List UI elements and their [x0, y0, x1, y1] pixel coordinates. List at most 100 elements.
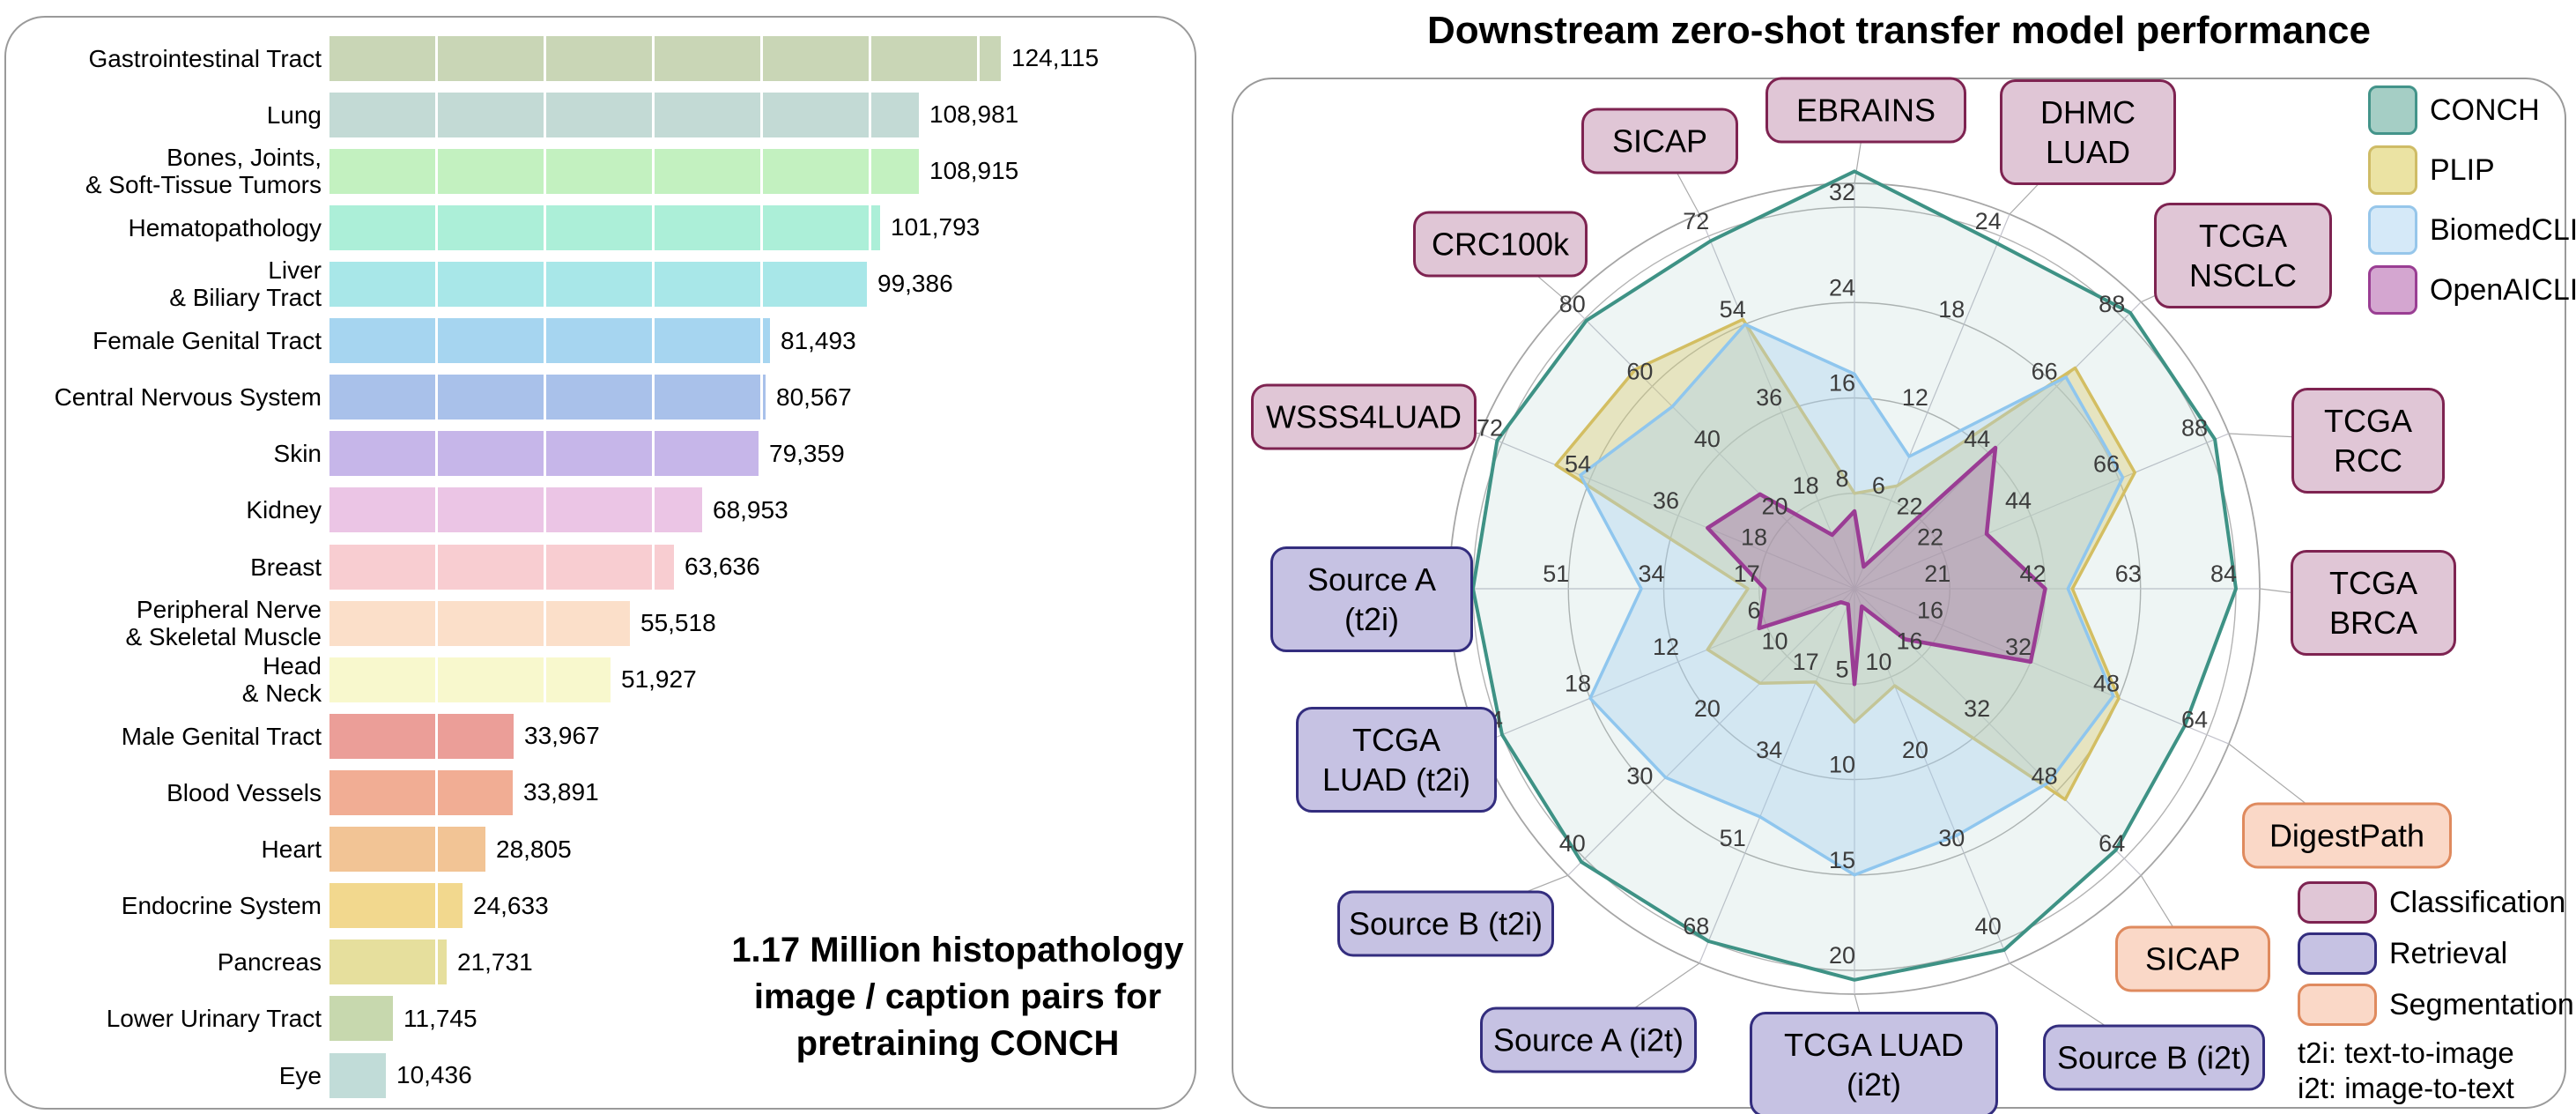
bar-category-label: Pancreas: [6, 948, 329, 976]
model-legend-label: OpenAICLIP: [2430, 272, 2576, 307]
model-legend-label: CONCH: [2430, 93, 2540, 127]
bar-category-label: Heart: [6, 836, 329, 863]
bar-value-label: 21,731: [457, 947, 533, 976]
bar-category-line: Lung: [266, 100, 322, 129]
bar-area: 81,493: [329, 318, 1182, 364]
caption-line-3: pretraining CONCH: [796, 1024, 1120, 1063]
radar-axis-label-crc100k: CRC100k: [1413, 211, 1588, 278]
bar-value-label: 80,567: [776, 382, 852, 411]
bar-area: 28,805: [329, 827, 1182, 873]
task-legend-label: Retrieval: [2389, 936, 2508, 970]
bar-category-label: Skin: [6, 440, 329, 467]
bar-category-label: Lung: [6, 101, 329, 129]
bar-category-line: Blood Vessels: [167, 778, 322, 806]
bar-fill: [329, 261, 867, 307]
task-legend-row: Retrieval: [2298, 932, 2507, 975]
bar-fill: [329, 939, 447, 985]
bar-fill: [329, 883, 463, 929]
bar-value-label: 99,386: [877, 270, 953, 298]
bar-category-line: Central Nervous System: [54, 383, 322, 412]
bar-fill: [329, 996, 393, 1042]
bar-area: 108,915: [329, 148, 1182, 194]
radar-axis-label-tcga-luad-t2i-: TCGA LUAD (t2i): [1296, 707, 1497, 813]
bar-fill: [329, 148, 919, 194]
bar-row: Female Genital Tract 81,493: [6, 313, 1182, 369]
radar-axis-label-tcga-brca: TCGA BRCA: [2291, 550, 2456, 656]
bar-fill: [329, 375, 766, 420]
bar-area: 55,518: [329, 600, 1182, 646]
bar-area: 11,745: [329, 996, 1182, 1042]
bar-category-line: & Soft-Tissue Tumors: [85, 171, 322, 199]
radar-axis-label-dhmc-luad: DHMC LUAD: [2000, 79, 2176, 185]
bar-area: 21,731: [329, 939, 1182, 985]
bar-row: Blood Vessels 33,891: [6, 764, 1182, 821]
bar-value-label: 101,793: [891, 213, 981, 241]
bar-area: 108,981: [329, 92, 1182, 137]
bar-row: Endocrine System 24,633: [6, 878, 1182, 934]
pretraining-data-panel: Gastrointestinal Tract 124,115 Lung 108,981…: [4, 16, 1196, 1110]
bar-row: Breast 63,636: [6, 538, 1182, 595]
bar-value-label: 63,636: [685, 553, 760, 581]
radar-axis-label-source-a-i2t-: Source A (i2t): [1480, 1006, 1697, 1073]
bar-category-line: & Skeletal Muscle: [125, 623, 322, 651]
bar-value-label: 33,891: [523, 778, 599, 806]
bar-category-label: Lower Urinary Tract: [6, 1005, 329, 1032]
model-legend-label: PLIP: [2430, 152, 2495, 187]
bar-row: Head & Neck 51,927: [6, 651, 1182, 708]
bar-category-label: Kidney: [6, 496, 329, 524]
bar-area: 24,633: [329, 883, 1182, 929]
bar-area: 33,891: [329, 769, 1182, 815]
bar-row: Bones, Joints, & Soft-Tissue Tumors 108,91…: [6, 143, 1182, 199]
bar-row: Eye 10,436: [6, 1047, 1182, 1103]
bar-fill: [329, 487, 702, 533]
bar-category-line: Kidney: [246, 496, 322, 524]
caption-line-2: image / caption pairs for: [753, 977, 1162, 1016]
bar-category-label: Female Genital Tract: [6, 327, 329, 354]
bar-category-label: Endocrine System: [6, 892, 329, 919]
radar-axis-label-tcga-nsclc: TCGA NSCLC: [2154, 203, 2332, 308]
bar-area: 79,359: [329, 431, 1182, 477]
model-legend-label: BiomedCLIP: [2430, 212, 2576, 247]
note-i2t: i2t: image-to-text: [2298, 1072, 2514, 1104]
model-legend-row: BiomedCLIP: [2368, 205, 2576, 255]
bar-category-label: Male Genital Tract: [6, 723, 329, 750]
plip-legend-swatch: [2368, 145, 2417, 195]
bar-category-line: Male Genital Tract: [121, 722, 322, 750]
bar-fill: [329, 713, 514, 759]
bar-row: Lung 108,981: [6, 86, 1182, 143]
note-t2i: t2i: text-to-image: [2298, 1036, 2514, 1069]
bar-category-line: Liver: [268, 256, 322, 285]
bar-value-label: 51,927: [621, 665, 697, 694]
bar-row: Kidney 68,953: [6, 482, 1182, 538]
radar-axis-label-sicap: SICAP: [1581, 108, 1738, 175]
bar-row: Skin 79,359: [6, 426, 1182, 482]
bar-category-line: & Biliary Tract: [169, 284, 322, 312]
pretraining-caption: 1.17 Million histopathology image / capt…: [570, 927, 1345, 1067]
bar-value-label: 28,805: [496, 835, 572, 863]
biomedclip-legend-swatch: [2368, 205, 2417, 255]
bar-category-line: Hematopathology: [128, 213, 322, 241]
bar-chart: Gastrointestinal Tract 124,115 Lung 108,981…: [6, 30, 1182, 1103]
bar-area: 68,953: [329, 487, 1182, 533]
bar-fill: [329, 204, 880, 250]
bar-value-label: 79,359: [769, 439, 845, 467]
bar-category-line: Breast: [250, 553, 322, 581]
bar-category-line: & Neck: [241, 680, 322, 708]
radar-axis-label-digestpath: DigestPath: [2242, 802, 2452, 869]
model-legend-row: CONCH: [2368, 85, 2540, 135]
bar-area: 63,636: [329, 544, 1182, 590]
bar-value-label: 10,436: [396, 1061, 472, 1089]
bar-row: Gastrointestinal Tract 124,115: [6, 30, 1182, 86]
bar-category-label: Gastrointestinal Tract: [6, 45, 329, 72]
bar-category-line: Female Genital Tract: [93, 327, 322, 355]
bar-row: Heart 28,805: [6, 821, 1182, 878]
bar-category-label: Liver & Biliary Tract: [6, 256, 329, 311]
bar-category-label: Eye: [6, 1062, 329, 1089]
bar-category-line: Lower Urinary Tract: [106, 1005, 322, 1033]
bar-category-label: Head & Neck: [6, 652, 329, 707]
bar-fill: [329, 431, 759, 477]
task-legend-label: Segmentation: [2389, 987, 2574, 1021]
bar-row: Male Genital Tract 33,967: [6, 708, 1182, 764]
bar-area: 124,115: [329, 35, 1182, 81]
